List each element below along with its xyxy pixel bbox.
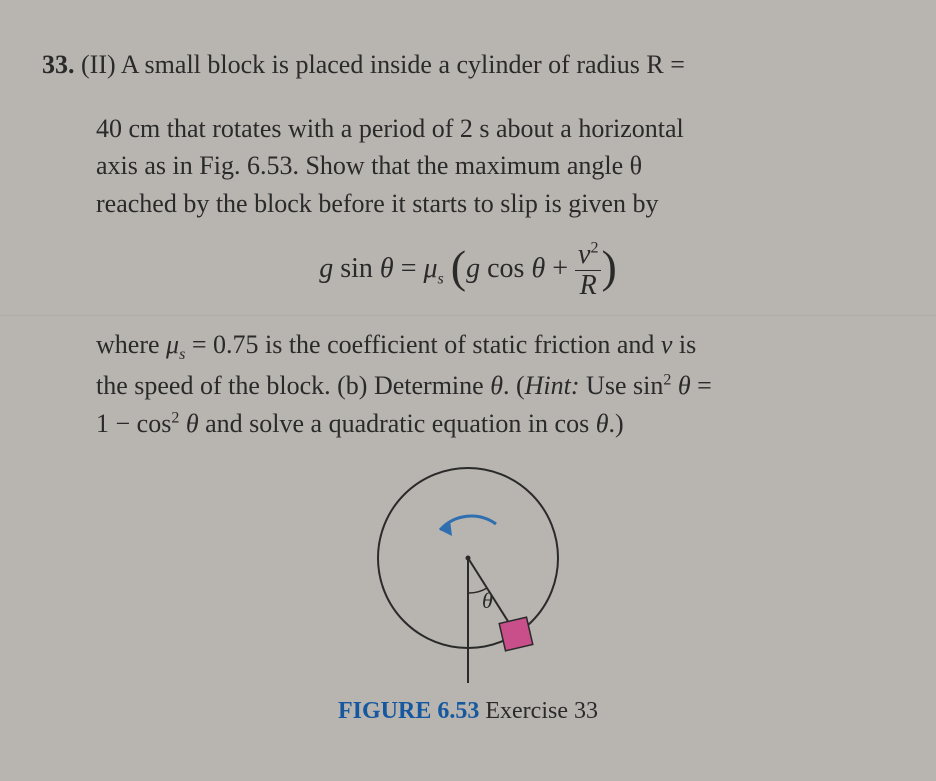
eq-paren-open: ( bbox=[451, 241, 466, 292]
text-line-2: 40 cm that rotates with a period of 2 s … bbox=[42, 110, 894, 148]
text-line-1: A small block is placed inside a cylinde… bbox=[121, 50, 685, 79]
block bbox=[489, 607, 544, 662]
eq-mu-sub: s bbox=[438, 270, 444, 287]
t6b: . ( bbox=[503, 371, 525, 400]
t5c: is bbox=[672, 330, 696, 359]
text-line-4: reached by the block before it starts to… bbox=[42, 185, 894, 223]
figure-caption: FIGURE 6.53 Exercise 33 bbox=[42, 694, 894, 729]
text-line-3: axis as in Fig. 6.53. Show that the maxi… bbox=[42, 147, 894, 185]
t7c: .) bbox=[609, 409, 624, 438]
theta-sq2: θ bbox=[179, 409, 198, 438]
text-line-7: 1 − cos2 θ and solve a quadratic equatio… bbox=[42, 405, 894, 443]
t7a: 1 − cos bbox=[96, 409, 171, 438]
eq-sin: sin bbox=[333, 253, 380, 284]
eq-g1: g bbox=[319, 253, 333, 284]
problem-statement-1: 33. (II) A small block is placed inside … bbox=[42, 46, 894, 84]
eq-theta1: θ bbox=[380, 253, 394, 284]
difficulty-marker: (II) bbox=[81, 50, 116, 79]
eq-mu: μ bbox=[423, 253, 437, 284]
eq-frac-top-sup: 2 bbox=[590, 240, 598, 257]
scan-seam bbox=[0, 315, 936, 316]
t6c: Use sin bbox=[580, 371, 664, 400]
figure-caption-rest: Exercise 33 bbox=[479, 698, 598, 724]
eq-plus: + bbox=[545, 253, 575, 284]
text-line-5: where μs = 0.75 is the coefficient of st… bbox=[42, 326, 894, 366]
v-inline: v bbox=[661, 330, 673, 359]
eq-fraction: v2 R bbox=[575, 240, 601, 300]
t5a: where bbox=[96, 330, 166, 359]
t6a: the speed of the block. (b) Determine bbox=[96, 371, 490, 400]
eq-equals: = bbox=[394, 253, 424, 284]
eq-frac-top: v bbox=[578, 239, 590, 270]
eq-cos: cos bbox=[480, 253, 531, 284]
theta7: θ bbox=[596, 409, 609, 438]
figure-wrapper: θ FIGURE 6.53 Exercise 33 bbox=[42, 448, 894, 729]
text-line-6: the speed of the block. (b) Determine θ.… bbox=[42, 367, 894, 405]
problem-number: 33. bbox=[42, 50, 75, 79]
t7b: and solve a quadratic equation in cos bbox=[199, 409, 596, 438]
t5b: = 0.75 is the coefficient of static fric… bbox=[185, 330, 661, 359]
theta6: θ bbox=[490, 371, 503, 400]
eq2: = bbox=[691, 371, 712, 400]
eq-frac-bot: R bbox=[575, 271, 601, 300]
eq-g2: g bbox=[466, 253, 480, 284]
problem-page: 33. (II) A small block is placed inside … bbox=[0, 0, 936, 739]
eq-theta2: θ bbox=[531, 253, 545, 284]
equation: g sin θ = μs (g cos θ + v2R) bbox=[42, 237, 894, 304]
figure-label: FIGURE 6.53 bbox=[338, 698, 479, 724]
block-rect bbox=[499, 617, 533, 651]
eq-paren-close: ) bbox=[601, 241, 616, 292]
figure-svg: θ bbox=[338, 448, 598, 688]
theta-label: θ bbox=[482, 588, 493, 613]
hint-label: Hint: bbox=[525, 371, 580, 400]
mu-inline: μ bbox=[166, 330, 179, 359]
theta-sq1: θ bbox=[671, 371, 690, 400]
